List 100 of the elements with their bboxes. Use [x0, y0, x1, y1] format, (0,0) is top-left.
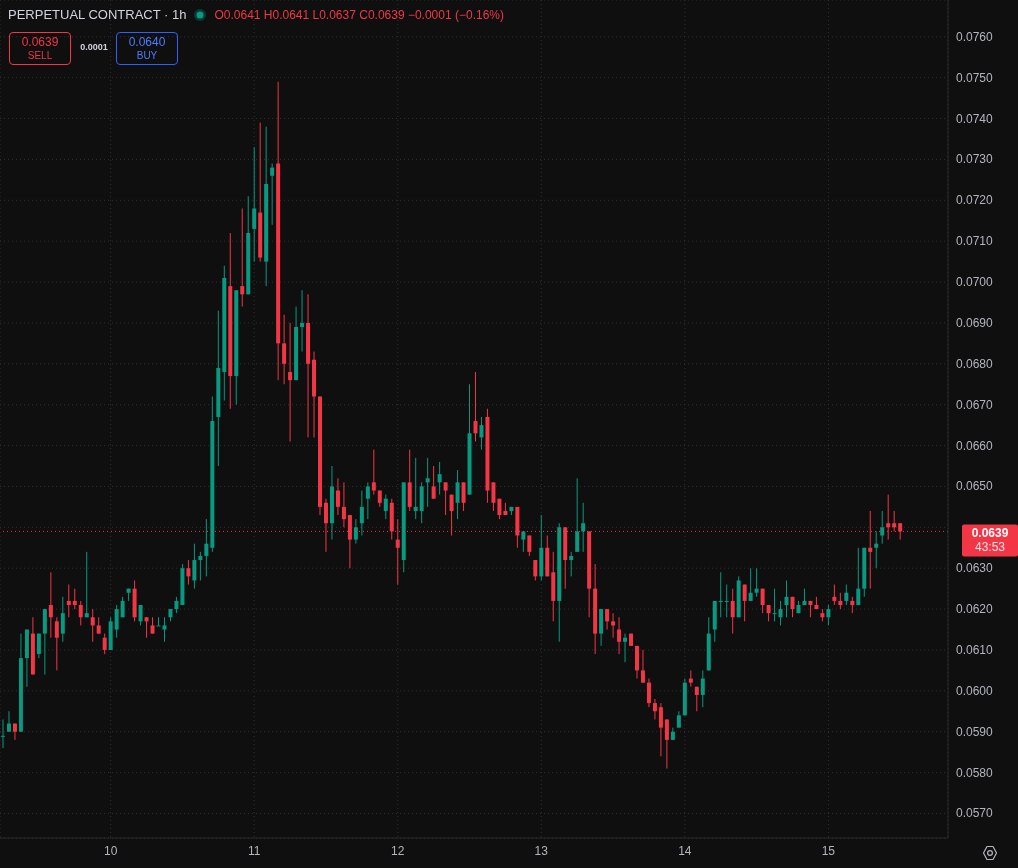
- candlestick: [748, 567, 753, 602]
- annotation: SELL: [26, 49, 54, 63]
- annotation: 0.0639: [20, 35, 60, 49]
- candlestick: [365, 481, 370, 520]
- candlestick: [742, 584, 747, 622]
- candlestick: [383, 494, 388, 520]
- candlestick: [856, 547, 861, 606]
- annotation: BUY: [135, 49, 159, 63]
- candlestick: [288, 322, 293, 442]
- candlestick: [12, 723, 17, 741]
- y-tick-label: 0.0630: [956, 561, 994, 576]
- annotation: 0.0001: [79, 42, 109, 52]
- y-tick-label: 0.0570: [956, 806, 994, 821]
- buy-button[interactable]: 0.0640 BUY: [116, 32, 178, 65]
- candlestick: [581, 502, 586, 553]
- candlestick: [102, 633, 107, 655]
- candlestick: [652, 698, 657, 720]
- candlestick: [778, 600, 783, 626]
- candlestick: [270, 163, 275, 226]
- y-tick-label: 0.0620: [956, 602, 994, 617]
- candlestick: [48, 571, 53, 639]
- x-tick-label: 11: [247, 843, 261, 858]
- candlestick: [760, 588, 765, 614]
- y-tick-label: 0.0590: [956, 724, 994, 739]
- text: PERPETUAL CONTRACT · 1h: [8, 7, 187, 22]
- ref-line-label: 0.0639: [971, 526, 1009, 541]
- annotation: O0.0641 H0.0641 L0.0637 C0.0639 −0.0001 (−0.16%): [214, 7, 504, 22]
- candlestick: [240, 207, 245, 308]
- candlestick: [72, 588, 77, 610]
- candlestick: [844, 584, 849, 606]
- candlestick: [300, 289, 305, 353]
- y-tick-label: 0.0730: [956, 152, 994, 167]
- candlestick: [623, 633, 628, 663]
- candlestick: [335, 477, 340, 516]
- x-tick-label: 13: [534, 843, 549, 858]
- candlestick: [461, 481, 466, 512]
- candlestick: [694, 686, 699, 712]
- candlestick: [138, 604, 143, 626]
- y-tick-label: 0.0710: [956, 234, 994, 249]
- x-tick-label: 12: [391, 843, 405, 858]
- y-tick-label: 0.0580: [956, 765, 994, 780]
- candlestick: [6, 710, 11, 733]
- candlestick: [754, 567, 759, 598]
- candlestick: [84, 551, 89, 618]
- y-tick-label: 0.0610: [956, 642, 994, 657]
- candlestick: [359, 490, 364, 536]
- candlestick: [832, 584, 837, 606]
- candlestick: [491, 481, 496, 512]
- candlestick: [473, 371, 478, 442]
- candlestick: [880, 510, 885, 545]
- x-tick-label: 14: [678, 843, 692, 858]
- candlestick: [479, 416, 484, 451]
- candlestick: [700, 669, 705, 708]
- y-tick-label: 0.0760: [956, 29, 994, 44]
- candlestick: [90, 608, 95, 643]
- candlestick: [437, 461, 442, 496]
- candlestick: [443, 481, 448, 516]
- x-tick-label: 10: [103, 843, 118, 858]
- y-tick-label: 0.0690: [956, 315, 994, 330]
- candlestick: [772, 588, 777, 622]
- candlestick: [204, 518, 209, 577]
- y-tick-label: 0.0750: [956, 70, 994, 85]
- candlestick: [353, 518, 358, 545]
- candlestick: [569, 551, 574, 577]
- candlestick: [605, 608, 610, 631]
- candlestick: [144, 616, 149, 639]
- candlestick: [114, 604, 119, 639]
- y-tick-label: 0.0740: [956, 111, 994, 126]
- y-tick-label: 0.0670: [956, 397, 994, 412]
- candlestick: [658, 702, 663, 757]
- candlestick: [455, 469, 460, 520]
- candlestick: [892, 510, 897, 532]
- candlestick: [646, 678, 651, 708]
- candlestick: [54, 616, 59, 671]
- annotation: 0.0640: [127, 35, 167, 49]
- candlestick: [718, 571, 723, 618]
- candlestick: [198, 551, 203, 581]
- candlestick: [611, 612, 616, 639]
- candlestick: [784, 579, 789, 618]
- candlestick: [413, 457, 418, 520]
- candlestick: [282, 314, 287, 385]
- candlestick: [874, 530, 879, 569]
- y-tick-label: 0.0650: [956, 479, 994, 494]
- candlestick: [617, 616, 622, 655]
- candlestick: [192, 543, 197, 590]
- candlestick: [371, 449, 376, 496]
- candlestick: [66, 584, 71, 618]
- candlestick: [186, 559, 191, 586]
- candlestick: [730, 588, 735, 635]
- candlestick: [640, 649, 645, 684]
- candlestick: [1, 718, 5, 749]
- y-tick-label: 0.0600: [956, 683, 994, 698]
- sell-button[interactable]: 0.0639 SELL: [9, 32, 71, 65]
- candlestick: [826, 604, 831, 626]
- x-tick-label: 15: [821, 843, 836, 858]
- candlestick: [664, 718, 669, 770]
- candlestick: [431, 465, 436, 500]
- y-tick-label: 0.0660: [956, 438, 994, 453]
- candlestick: [425, 457, 430, 508]
- candlestick: [724, 584, 729, 618]
